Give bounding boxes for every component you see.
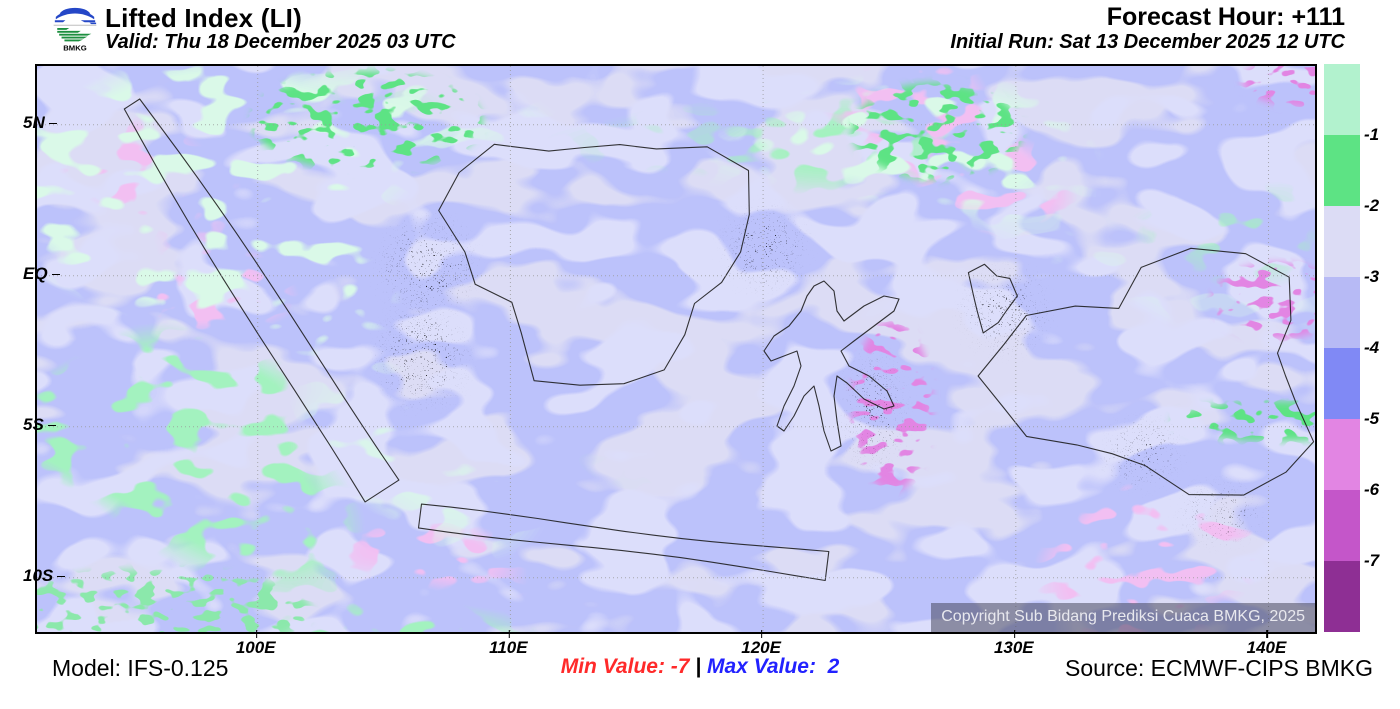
svg-text:BMKG: BMKG (63, 44, 86, 53)
